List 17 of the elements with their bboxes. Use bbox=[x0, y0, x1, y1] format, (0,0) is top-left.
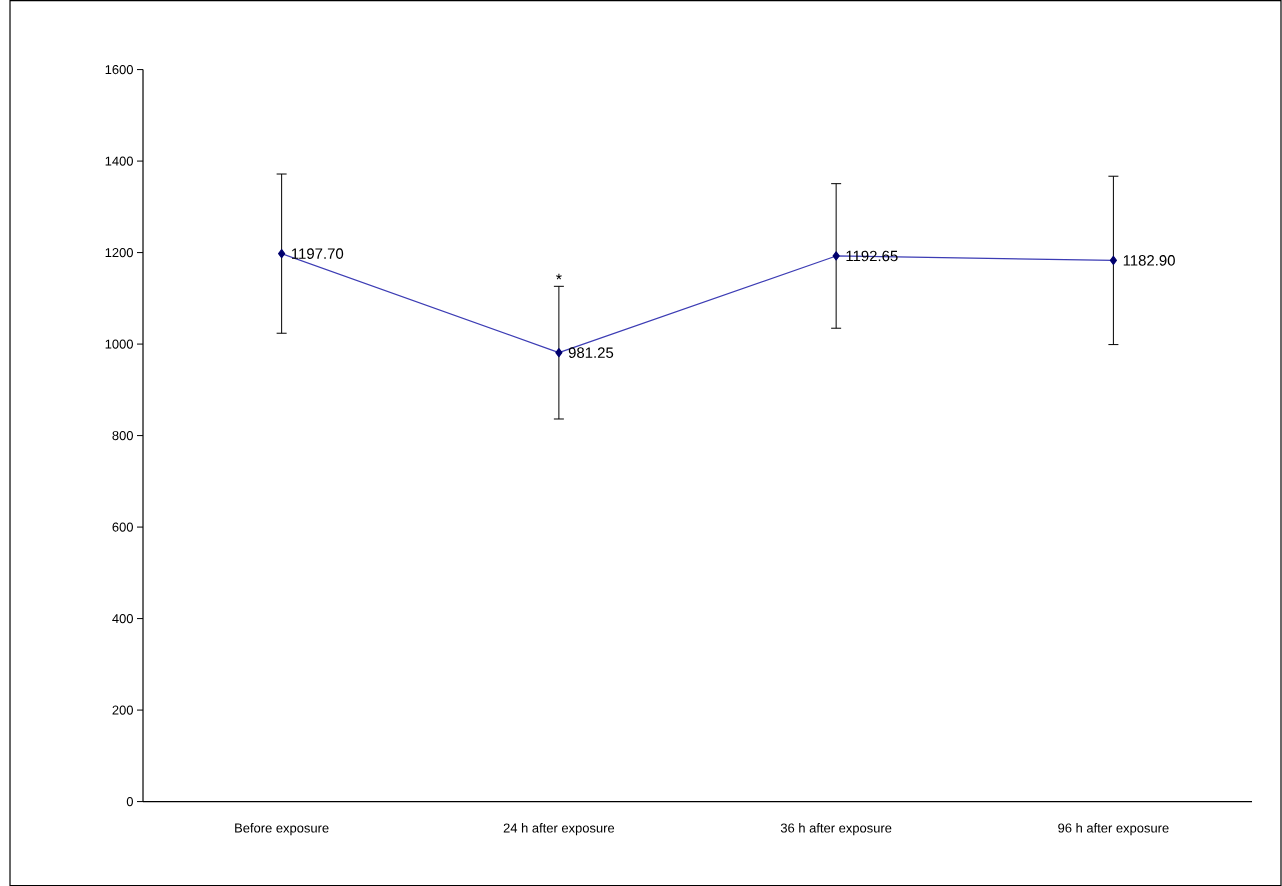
y-tick-label: 400 bbox=[112, 613, 133, 624]
annotation: * bbox=[556, 273, 562, 280]
x-tick-label: 24 h after exposure bbox=[503, 823, 615, 836]
x-tick-label: Before exposure bbox=[235, 823, 329, 836]
y-tick-label: 200 bbox=[112, 705, 133, 715]
y-tick-label: 1200 bbox=[105, 247, 133, 258]
data-label: 1197.70 bbox=[291, 248, 344, 259]
y-tick-label: 600 bbox=[112, 522, 133, 532]
data-label: 1182.90 bbox=[1123, 255, 1175, 266]
x-tick-label: 36 h after exposure bbox=[780, 823, 892, 836]
y-tick-label: 0 bbox=[126, 796, 133, 807]
data-label: 981.25 bbox=[568, 347, 614, 358]
y-tick-label: 1600 bbox=[105, 64, 133, 75]
y-tick-label: 1000 bbox=[105, 339, 133, 349]
y-tick-label: 1400 bbox=[105, 156, 133, 166]
y-tick-label: 800 bbox=[112, 430, 133, 441]
x-tick-label: 96 h after exposure bbox=[1058, 823, 1169, 836]
